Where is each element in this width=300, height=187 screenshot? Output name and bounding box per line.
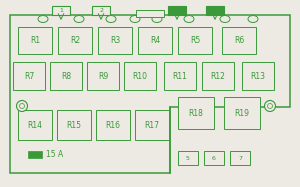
- Text: 3: 3: [175, 8, 179, 13]
- Text: 7: 7: [238, 156, 242, 160]
- Text: R3: R3: [110, 36, 120, 45]
- Ellipse shape: [74, 16, 84, 22]
- Text: R18: R18: [189, 108, 203, 117]
- Ellipse shape: [152, 16, 162, 22]
- Bar: [96, 110, 130, 140]
- Text: R7: R7: [24, 71, 34, 80]
- Text: R11: R11: [172, 71, 188, 80]
- Bar: [58, 27, 92, 54]
- Ellipse shape: [184, 16, 194, 22]
- Text: 4: 4: [213, 8, 217, 13]
- Text: R17: R17: [145, 120, 160, 130]
- Polygon shape: [10, 15, 290, 173]
- Text: R6: R6: [234, 36, 244, 45]
- Bar: [224, 97, 260, 129]
- Text: R10: R10: [133, 71, 148, 80]
- Circle shape: [20, 103, 25, 108]
- Bar: [52, 6, 70, 15]
- Bar: [18, 110, 52, 140]
- Text: R19: R19: [235, 108, 250, 117]
- Bar: [178, 151, 198, 165]
- Text: 5: 5: [186, 156, 190, 160]
- Ellipse shape: [220, 16, 230, 22]
- Text: R8: R8: [61, 71, 71, 80]
- Bar: [204, 151, 224, 165]
- Bar: [178, 27, 212, 54]
- Text: R12: R12: [211, 71, 225, 80]
- Bar: [202, 62, 234, 90]
- Circle shape: [268, 103, 272, 108]
- Text: R16: R16: [106, 120, 121, 130]
- Bar: [98, 27, 132, 54]
- Bar: [168, 6, 186, 15]
- Bar: [18, 27, 52, 54]
- Bar: [164, 62, 196, 90]
- Bar: [124, 62, 156, 90]
- Bar: [222, 27, 256, 54]
- Bar: [92, 6, 110, 15]
- Ellipse shape: [38, 16, 48, 22]
- Text: R9: R9: [98, 71, 108, 80]
- Ellipse shape: [248, 16, 258, 22]
- Bar: [135, 110, 169, 140]
- Bar: [87, 62, 119, 90]
- Text: R5: R5: [190, 36, 200, 45]
- Ellipse shape: [130, 16, 140, 22]
- Bar: [178, 97, 214, 129]
- Text: R13: R13: [250, 71, 266, 80]
- Bar: [50, 62, 82, 90]
- Text: 2: 2: [99, 8, 103, 13]
- Bar: [136, 10, 164, 17]
- Circle shape: [265, 100, 275, 111]
- Bar: [57, 110, 91, 140]
- Bar: [230, 151, 250, 165]
- Text: 1: 1: [59, 8, 63, 13]
- Text: R2: R2: [70, 36, 80, 45]
- Text: R14: R14: [28, 120, 43, 130]
- Bar: [28, 151, 42, 158]
- Ellipse shape: [106, 16, 116, 22]
- Circle shape: [16, 100, 28, 111]
- Text: R15: R15: [67, 120, 82, 130]
- Bar: [138, 27, 172, 54]
- Text: 6: 6: [212, 156, 216, 160]
- Text: R1: R1: [30, 36, 40, 45]
- Text: R4: R4: [150, 36, 160, 45]
- Text: 15 A: 15 A: [46, 150, 63, 159]
- Bar: [206, 6, 224, 15]
- Bar: [13, 62, 45, 90]
- Bar: [242, 62, 274, 90]
